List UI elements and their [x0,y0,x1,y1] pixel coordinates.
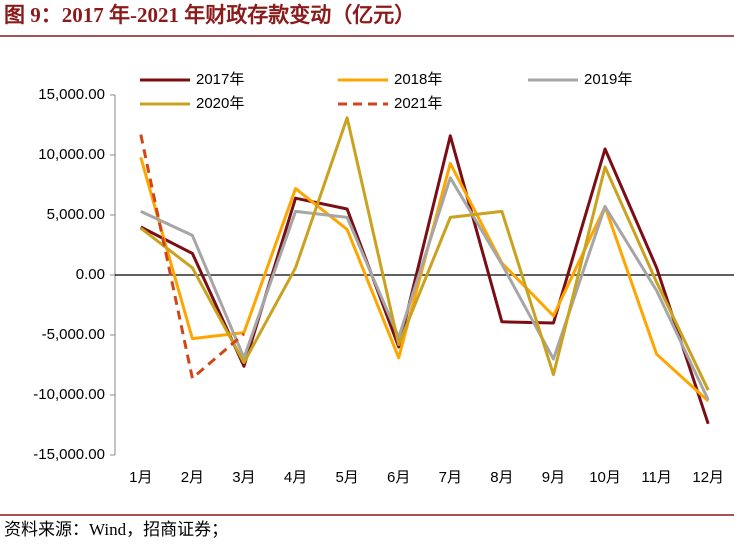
y-tick-label: -15,000.00 [33,446,105,463]
y-tick-label: -5,000.00 [42,326,105,343]
series-line [139,134,245,380]
y-tick-label: 5,000.00 [47,206,105,223]
x-tick-label: 8月 [490,469,513,486]
x-tick-label: 4月 [284,469,307,486]
x-tick-label: 9月 [542,469,565,486]
source: 资料来源：Wind，招商证券； [4,520,228,539]
x-tick-label: 12月 [692,469,724,486]
y-tick-label: 0.00 [76,266,105,283]
x-tick-label: 11月 [641,469,672,486]
series-line [139,116,710,391]
chart-title: 图 9：2017 年-2021 年财政存款变动（亿元） [4,3,415,27]
y-tick-label: -10,000.00 [33,386,105,403]
x-tick-label: 5月 [335,469,358,486]
x-tick-label: 10月 [589,469,621,486]
x-tick-label: 7月 [439,469,462,486]
legend-label: 2020年 [196,95,244,112]
x-tick-label: 3月 [232,469,255,486]
x-tick-label: 6月 [387,469,410,486]
y-tick-label: 15,000.00 [38,86,105,103]
legend-label: 2017年 [196,71,244,88]
legend-label: 2019年 [584,71,632,88]
x-tick-label: 1月 [129,469,152,486]
x-tick-label: 2月 [181,469,204,486]
legend-label: 2018年 [394,71,442,88]
y-tick-label: 10,000.00 [38,146,105,163]
legend-label: 2021年 [394,95,442,112]
series-line [140,176,710,401]
